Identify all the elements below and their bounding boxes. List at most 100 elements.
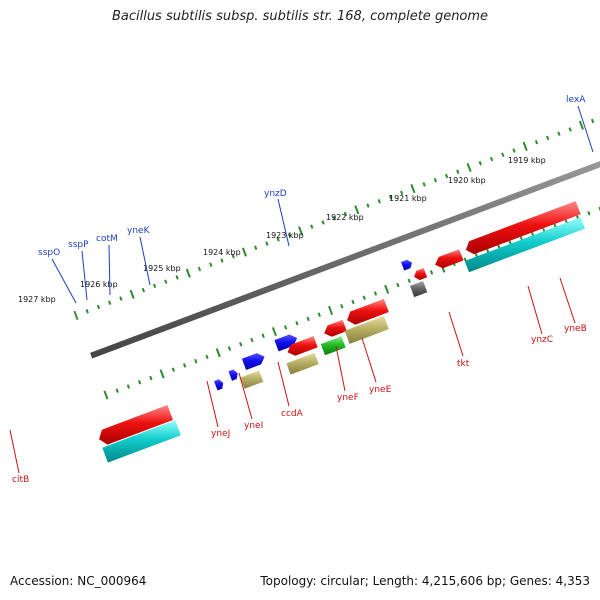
scale-tick: [108, 300, 112, 305]
backbone-line: [90, 160, 600, 359]
gene-feature-red: [287, 336, 318, 356]
gene-leader-line: [277, 198, 290, 247]
scale-tick: [366, 203, 370, 208]
scale-tick: [227, 346, 232, 351]
scale-tick: [239, 342, 243, 347]
scale-tick: [377, 199, 381, 204]
scale-tick: [534, 139, 539, 145]
gene-feature-blue: [241, 353, 265, 370]
scale-tick: [85, 309, 89, 314]
gene-label-ynzD: ynzD: [264, 189, 287, 199]
scale-tick: [164, 279, 168, 284]
gene-leader-line: [577, 105, 594, 153]
scale-tick: [332, 216, 336, 221]
scale-tick: [362, 295, 366, 300]
scale-tick: [466, 162, 472, 173]
gene-label-yneE: yneE: [369, 385, 392, 395]
gene-feature-red: [465, 201, 581, 255]
scale-tick: [73, 310, 79, 321]
scale-label: 1920 kbp: [448, 176, 486, 185]
scale-tick: [306, 316, 310, 322]
topology-text: Topology: circular; Length: 4,215,606 bp…: [260, 574, 590, 588]
gene-leader-line: [51, 258, 77, 304]
scale-tick: [433, 177, 438, 183]
scale-tick: [512, 148, 516, 153]
gene-leader-line: [527, 285, 543, 335]
scale-tick: [209, 262, 213, 267]
gene-feature-cyan: [102, 420, 181, 463]
scale-tick: [317, 312, 321, 317]
gene-feature-red: [347, 298, 389, 325]
scale-tick: [444, 173, 449, 179]
scale-label: 1922 kbp: [326, 213, 364, 222]
scale-label: 1919 kbp: [508, 156, 546, 165]
scale-tick: [250, 337, 254, 343]
gene-label-tkt: tkt: [457, 359, 470, 369]
scale-tick: [126, 384, 131, 389]
scale-tick: [159, 369, 165, 379]
accession-text: Accession: NC_000964: [10, 574, 147, 588]
scale-tick: [590, 118, 595, 124]
scale-tick: [354, 205, 360, 215]
gene-leader-line: [277, 361, 290, 407]
scale-tick: [241, 247, 247, 257]
gene-label-yneI: yneI: [244, 421, 263, 431]
scale-tick: [115, 388, 119, 393]
scale-tick: [149, 375, 153, 381]
scale-tick: [295, 320, 299, 326]
gene-features: [99, 201, 585, 463]
scale-tick: [501, 152, 505, 158]
gene-label-yneJ: yneJ: [211, 429, 230, 439]
scale-label: 1923 kbp: [266, 231, 304, 240]
scale-tick: [546, 135, 550, 141]
gene-leader-line: [9, 429, 20, 474]
scale-tick: [271, 327, 277, 337]
gene-feature-olive: [286, 352, 319, 375]
gene-feature-blue: [401, 259, 412, 271]
scale-tick: [215, 348, 221, 358]
scale-tick: [388, 194, 393, 200]
scale-tick: [194, 358, 198, 364]
gene-feature-olive: [240, 370, 264, 389]
gene-feature-red: [324, 319, 347, 337]
scale-tick: [407, 278, 411, 284]
scale-tick: [182, 363, 187, 368]
gene-leader-line: [81, 250, 88, 301]
gene-leader-line: [206, 380, 219, 428]
gene-feature-blue: [274, 334, 298, 352]
scale-tick: [298, 226, 304, 236]
gene-label-yneK: yneK: [127, 226, 151, 236]
scale-tick: [283, 325, 288, 330]
gene-label-cotM: cotM: [96, 234, 118, 244]
scale-tick: [321, 220, 325, 225]
scale-label: 1921 kbp: [389, 194, 427, 203]
gene-leader-line: [361, 337, 377, 383]
scale-tick: [578, 120, 584, 130]
gene-label-ynzC: ynzC: [531, 335, 553, 345]
scale-tick: [422, 182, 426, 187]
gene-leader-line: [559, 277, 576, 324]
gene-feature-red: [414, 268, 428, 281]
scale-tick: [384, 284, 390, 294]
gene-label-citB: citB: [12, 475, 29, 485]
scale-tick: [141, 287, 146, 293]
scale-tick: [343, 211, 348, 217]
scale-tick: [276, 237, 280, 242]
scale-tick: [429, 270, 434, 275]
scale-tick: [456, 169, 460, 174]
scale-tick: [328, 305, 334, 316]
gene-feature-blue: [228, 369, 238, 381]
gene-feature-red: [99, 405, 173, 445]
scale-label: 1926 kbp: [80, 280, 118, 289]
scale-tick: [522, 141, 528, 151]
scale-tick: [351, 299, 355, 305]
scale-label: 1925 kbp: [143, 264, 181, 273]
scale-tick: [557, 131, 561, 136]
scale-tick: [400, 190, 404, 196]
gene-label-yneF: yneF: [337, 393, 359, 403]
gene-label-yneB: yneB: [564, 324, 587, 334]
scale-tick: [129, 289, 135, 299]
scale-label: 1927 kbp: [18, 295, 56, 304]
scale-tick: [220, 258, 224, 263]
